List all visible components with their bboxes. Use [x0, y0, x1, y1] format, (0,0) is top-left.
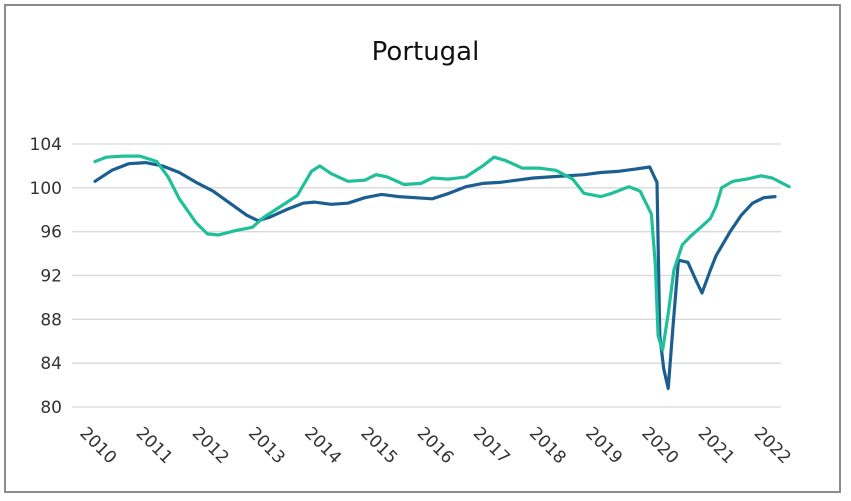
x-tick-label: 2018 [525, 423, 570, 468]
x-tick-label: 2020 [637, 423, 682, 468]
x-tick-label: 2015 [356, 423, 401, 468]
x-tick-label: 2022 [750, 423, 795, 468]
y-tick-label: 92 [40, 267, 62, 287]
series-line-2 [93, 154, 791, 352]
chart-frame [4, 4, 841, 493]
x-axis-ticks: 2010 2011 2012 2013 2014 2015 2016 2017 2018 2019… [75, 423, 794, 468]
x-tick-label: 2013 [244, 423, 289, 468]
gridlines [72, 143, 781, 408]
x-tick-label: 2016 [413, 423, 458, 468]
y-tick-label: 88 [40, 310, 62, 330]
y-tick-label: 80 [40, 398, 62, 418]
x-tick-label: 2017 [469, 423, 514, 468]
y-tick-label: 96 [40, 223, 62, 243]
chart-title: Portugal [371, 37, 480, 67]
x-tick-label: 2010 [75, 423, 120, 468]
x-tick-label: 2021 [694, 423, 739, 468]
series-lines [93, 154, 791, 390]
x-tick-label: 2012 [188, 423, 233, 468]
y-tick-label: 100 [30, 179, 62, 199]
y-tick-label: 84 [40, 354, 62, 374]
y-axis-ticks: 80 84 88 92 96 100 104 [30, 135, 62, 418]
x-tick-label: 2014 [300, 423, 345, 468]
x-tick-label: 2011 [132, 423, 177, 468]
y-tick-label: 104 [30, 135, 62, 155]
x-tick-label: 2019 [581, 423, 626, 468]
series-line-1 [93, 161, 777, 390]
